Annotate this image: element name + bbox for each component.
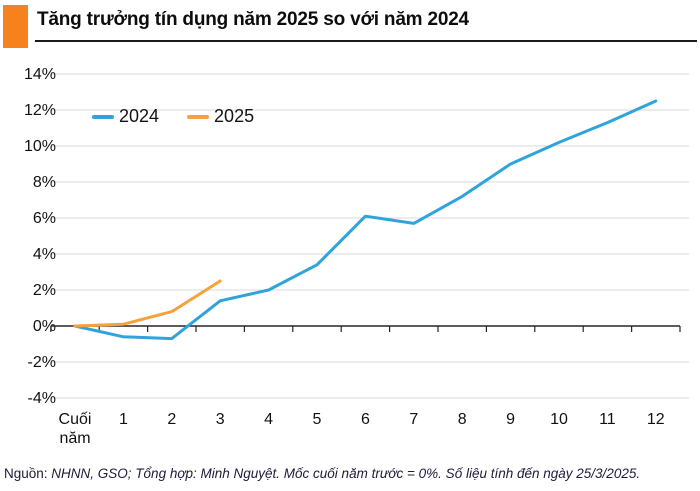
x-axis-label: 11 [599,411,616,428]
series-2024-line [73,99,658,341]
source-note: Nguồn: NHNN, GSO; Tổng hợp: Minh Nguyệt.… [4,466,698,481]
x-axis-label: 5 [313,411,322,428]
x-axis-label: 8 [458,411,467,428]
y-axis-label: 10% [24,138,56,155]
legend-swatch-2025-icon [187,114,210,119]
y-axis-label: -2% [28,354,56,371]
y-axis-label: 6% [33,210,56,227]
chart-legend: 2024 2025 [92,106,254,127]
legend-label-2025: 2025 [214,106,255,126]
title-accent-bar [3,5,28,48]
x-axis-label: 10 [550,411,568,428]
x-axis-label: 2 [167,411,176,428]
x-axis-label: Cuối [59,411,92,428]
series-2025-line [73,279,222,328]
x-axis-label: 7 [409,411,418,428]
y-axis-label: 14% [24,66,56,83]
x-axis-label: 6 [361,411,370,428]
y-axis-label: 12% [24,102,56,119]
title-underline [35,40,697,42]
x-axis-label: 9 [506,411,515,428]
source-text: NHNN, GSO; Tổng hợp: Minh Nguyệt. Mốc cu… [47,466,641,481]
x-axis-label: 1 [119,411,128,428]
legend-swatch-2024-icon [92,114,114,119]
x-axis-label: 12 [647,411,665,428]
source-prefix: Nguồn: [4,466,48,481]
legend-item-2025: 2025 [187,106,254,127]
legend-item-2024: 2024 [92,106,159,127]
x-axis-label: 3 [216,411,225,428]
y-axis-label: 4% [33,246,56,263]
y-axis-label: -4% [28,390,56,407]
y-axis-label: 8% [33,174,56,191]
page-title: Tăng trưởng tín dụng năm 2025 so với năm… [37,9,469,30]
x-axis-label: năm [59,430,90,447]
legend-label-2024: 2024 [119,106,160,126]
x-axis-label: 4 [264,411,273,428]
y-axis-label: 2% [33,282,56,299]
